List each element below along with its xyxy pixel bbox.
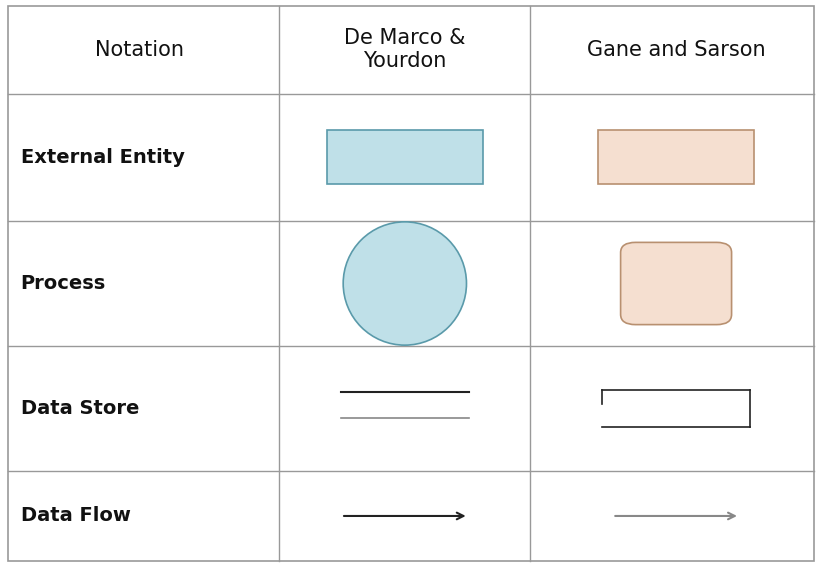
Bar [327,130,483,184]
Text: De Marco &
Yourdon: De Marco & Yourdon [344,28,465,71]
Text: Data Flow: Data Flow [21,506,131,526]
Bar [598,130,755,184]
Text: Data Store: Data Store [21,399,139,418]
Ellipse shape [344,222,467,345]
Text: External Entity: External Entity [21,148,184,167]
Text: Gane and Sarson: Gane and Sarson [587,40,765,60]
Text: Process: Process [21,274,106,293]
Text: Notation: Notation [95,40,184,60]
FancyBboxPatch shape [621,243,732,324]
